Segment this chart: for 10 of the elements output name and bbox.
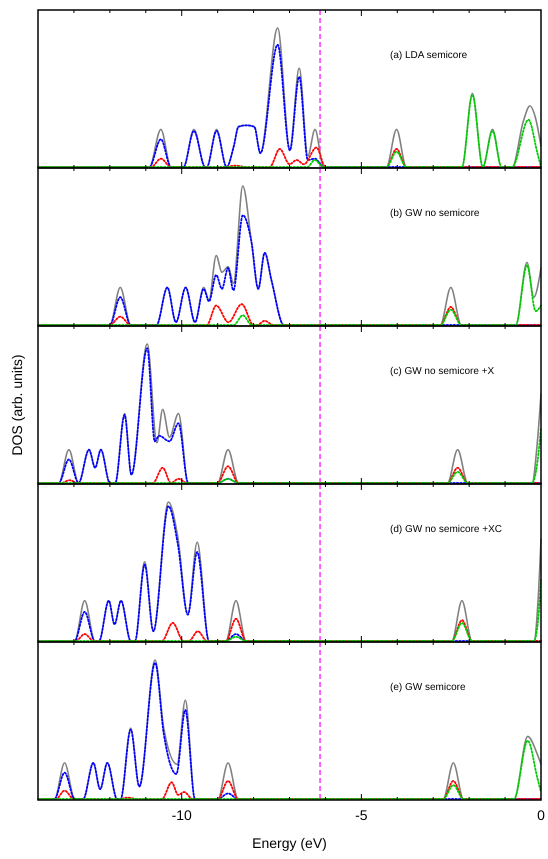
x-tick-label: 0 (537, 806, 546, 823)
text: (d) GW no semicore +XC (390, 524, 502, 535)
x-axis-title: Energy (eV) (252, 835, 327, 851)
x-tick-label: -5 (355, 806, 368, 823)
x-tick-label: -10 (172, 806, 192, 823)
text: (c) GW no semicore +X (390, 366, 495, 377)
y-axis-title: DOS (arb. units) (9, 354, 25, 456)
text: (b) GW no semicore (390, 208, 480, 219)
text: (a) LDA semicore (390, 50, 468, 61)
text: (e) GW semicore (390, 682, 466, 693)
